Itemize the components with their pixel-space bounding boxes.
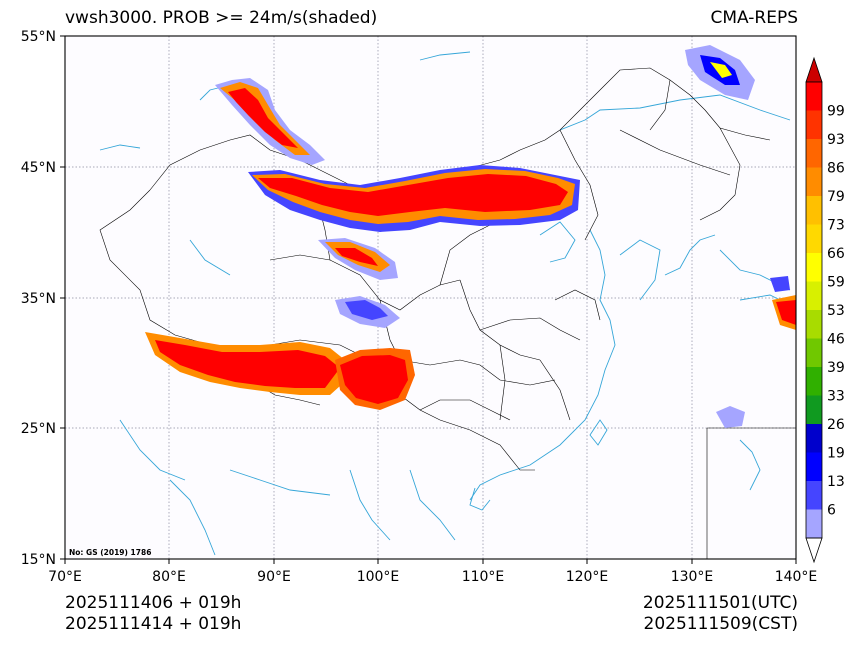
lon-labels: 70°E 80°E 90°E 100°E 110°E 120°E 130°E 1… [48, 569, 817, 585]
map-title: vwsh3000. PROB >= 24m/s(shaded) [65, 8, 378, 28]
colorbar-label: 26 [827, 417, 845, 433]
colorbar-label: 33 [827, 389, 845, 405]
colorbar-label: 73 [827, 218, 845, 234]
lat-labels: 55°N 45°N 35°N 25°N 15°N [21, 29, 56, 568]
colorbar-swatch [806, 281, 822, 310]
colorbar-label: 53 [827, 303, 845, 319]
colorbar-swatch [806, 82, 822, 111]
colorbar-swatch [806, 509, 822, 538]
axis-ticks [60, 35, 797, 564]
colorbar: 99 93 86 79 73 66 59 53 46 39 33 26 19 13 6 [805, 56, 845, 564]
init-times: 2025111406 + 019h 2025111414 + 019h [65, 593, 241, 635]
lon-label: 70°E [48, 569, 82, 585]
lat-label: 45°N [21, 160, 56, 176]
lon-label: 90°E [257, 569, 291, 585]
probability-shading [145, 45, 796, 428]
model-name: CMA-REPS [710, 8, 798, 28]
gridlines [65, 36, 796, 559]
colorbar-bottom-tip [805, 537, 823, 564]
lat-label: 55°N [21, 29, 56, 45]
lon-label: 120°E [566, 569, 609, 585]
colorbar-label: 99 [827, 104, 845, 120]
colorbar-swatch [806, 139, 822, 168]
colorbar-swatch [806, 310, 822, 339]
colorbar-swatch [806, 395, 822, 424]
colorbar-label: 59 [827, 275, 845, 291]
borders [99, 67, 796, 559]
colorbar-label: 6 [827, 503, 836, 519]
init-time-cst: 2025111414 + 019h [65, 614, 242, 634]
colorbar-label: 86 [827, 161, 845, 177]
colorbar-swatch [806, 110, 822, 139]
colorbar-label: 46 [827, 332, 845, 348]
colorbar-label: 66 [827, 246, 845, 262]
colorbar-swatch [806, 452, 822, 481]
map-approval-number: No: GS (2019) 1786 [69, 548, 151, 557]
valid-time-cst: 2025111509(CST) [643, 614, 798, 634]
plot-area [65, 36, 796, 559]
colorbar-swatch [806, 224, 822, 253]
colorbar-top-tip [805, 56, 823, 83]
colorbar-swatch [806, 367, 822, 396]
lon-label: 130°E [671, 569, 714, 585]
colorbar-label: 13 [827, 474, 845, 490]
lat-label: 25°N [21, 421, 56, 437]
colorbar-swatch [806, 481, 822, 510]
colorbar-label: 19 [827, 446, 845, 462]
colorbar-swatch [806, 167, 822, 196]
valid-time-utc: 2025111501(UTC) [642, 593, 798, 613]
lon-label: 100°E [357, 569, 400, 585]
lat-label: 35°N [21, 291, 56, 307]
colorbar-label: 39 [827, 360, 845, 376]
colorbar-label: 79 [827, 189, 845, 205]
colorbar-frame [805, 81, 823, 539]
colorbar-swatch [806, 196, 822, 225]
lon-label: 140°E [775, 569, 818, 585]
valid-times: 2025111501(UTC) 2025111509(CST) [643, 593, 798, 635]
init-time-utc: 2025111406 + 019h [65, 593, 242, 613]
colorbar-label: 93 [827, 132, 845, 148]
colorbar-swatch [806, 338, 822, 367]
lon-label: 80°E [152, 569, 186, 585]
lat-label: 15°N [21, 552, 56, 568]
colorbar-swatch [806, 424, 822, 453]
colorbar-swatch [806, 253, 822, 282]
lon-label: 110°E [462, 569, 505, 585]
